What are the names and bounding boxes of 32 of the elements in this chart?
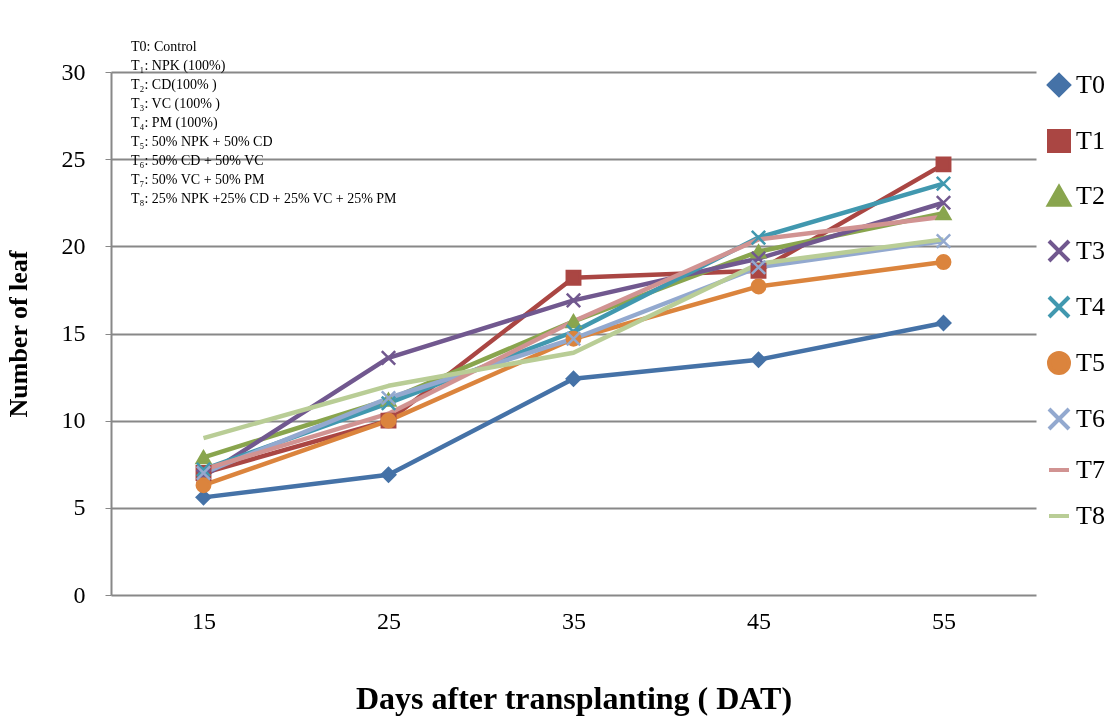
legend-label: T2 bbox=[1076, 181, 1105, 210]
x-tick-label: 35 bbox=[562, 607, 586, 634]
legend-label: T0 bbox=[1076, 70, 1105, 99]
annotation: T₄: PM (100%) bbox=[131, 115, 218, 131]
annotation: T₁: NPK (100%) bbox=[131, 58, 226, 74]
legend-label: T5 bbox=[1076, 348, 1105, 377]
y-tick-label: 15 bbox=[61, 320, 86, 346]
legend-label: T1 bbox=[1076, 126, 1105, 155]
annotation: T₈: 25% NPK +25% CD + 25% VC + 25% PM bbox=[131, 191, 398, 206]
annotation: T₇: 50% VC + 50% PM bbox=[131, 172, 266, 187]
y-tick-label: 30 bbox=[61, 58, 86, 85]
x-axis-title: Days after transplanting ( DAT) bbox=[355, 679, 793, 716]
y-tick-label: 10 bbox=[61, 407, 86, 434]
text: T0: Control bbox=[131, 39, 197, 54]
y-axis-title: Number of leaf bbox=[3, 250, 33, 418]
y-tick-label: 25 bbox=[61, 145, 86, 172]
y-tick-label: 0 bbox=[73, 581, 86, 608]
legend-label: T6 bbox=[1076, 404, 1105, 433]
legend-label: T7 bbox=[1076, 455, 1105, 484]
legend-label: T4 bbox=[1076, 292, 1105, 321]
annotation: T₆: 50% CD + 50% VC bbox=[131, 153, 264, 168]
x-tick-label: 15 bbox=[192, 607, 216, 634]
x-tick-label: 55 bbox=[932, 607, 956, 634]
y-tick-label: 20 bbox=[61, 232, 86, 259]
x-tick-label: 25 bbox=[377, 607, 401, 634]
annotation: T₃: VC (100% ) bbox=[131, 96, 221, 112]
legend-label: T3 bbox=[1076, 236, 1105, 265]
y-tick-label: 5 bbox=[73, 494, 86, 521]
legend-label: T8 bbox=[1076, 501, 1105, 530]
x-tick-label: 45 bbox=[747, 607, 771, 634]
annotation: T₅: 50% NPK + 50% CD bbox=[131, 134, 273, 149]
annotation: T₂: CD(100% ) bbox=[131, 77, 218, 93]
